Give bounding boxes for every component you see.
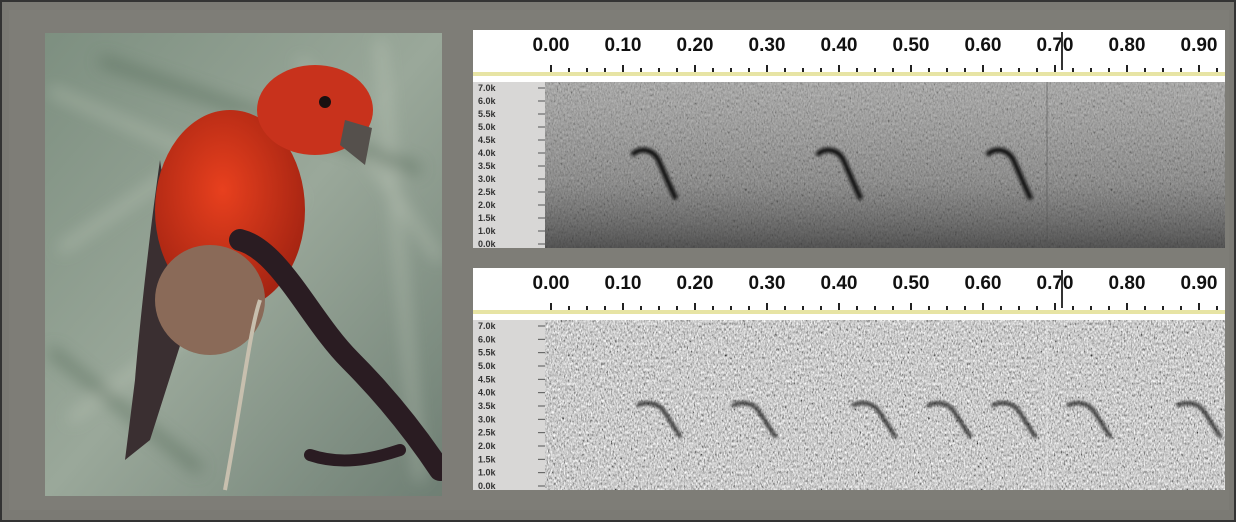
frequency-label: 3.5k <box>478 161 497 171</box>
frequency-label: 1.5k <box>478 454 497 464</box>
time-label: 0.10 <box>605 273 642 294</box>
time-label: 0.40 <box>821 35 858 56</box>
time-label: 0.20 <box>677 273 714 294</box>
separator-gap <box>473 314 1225 320</box>
frequency-label: 4.5k <box>478 374 497 384</box>
frequency-label: 5.0k <box>478 361 497 371</box>
spectrogram-tint <box>545 82 1225 248</box>
frequency-label: 4.0k <box>478 388 497 398</box>
separator <box>473 72 1225 76</box>
time-label: 0.40 <box>821 273 858 294</box>
frequency-label: 2.0k <box>478 441 497 451</box>
frequency-label: 6.0k <box>478 96 497 106</box>
time-label: 0.80 <box>1109 35 1146 56</box>
frequency-label: 0.0k <box>478 481 497 491</box>
frequency-label: 7.0k <box>478 83 497 93</box>
frequency-label: 2.0k <box>478 200 497 210</box>
frequency-label: 6.0k <box>478 334 497 344</box>
time-label: 0.60 <box>965 35 1002 56</box>
frequency-label: 3.0k <box>478 414 497 424</box>
time-label: 0.00 <box>533 35 570 56</box>
spectrogram-panel: 0.00 0.10 0.20 0.30 0.40 0.50 0.60 0.70 0.80 0.90… <box>473 268 1225 491</box>
frequency-label: 3.0k <box>478 174 497 184</box>
frequency-label: 4.5k <box>478 135 497 145</box>
bird-photo <box>45 33 442 496</box>
frequency-label: 2.5k <box>478 187 497 197</box>
time-label: 0.20 <box>677 35 714 56</box>
frequency-label: 1.5k <box>478 213 497 223</box>
frequency-label: 5.5k <box>478 348 497 358</box>
time-label: 0.60 <box>965 273 1002 294</box>
separator <box>473 310 1225 314</box>
frequency-label: 7.0k <box>478 321 497 331</box>
time-label: 0.90 <box>1181 273 1218 294</box>
time-label: 0.30 <box>749 273 786 294</box>
spectrogram-panel: 0.00 0.10 0.20 0.30 0.40 0.50 0.60 0.70 0.80 0.90… <box>473 30 1225 249</box>
frequency-label: 1.0k <box>478 226 497 236</box>
frequency-label: 4.0k <box>478 148 497 158</box>
frequency-label: 5.5k <box>478 109 497 119</box>
spectrogram-shade <box>545 320 1225 490</box>
frequency-label: 1.0k <box>478 468 497 478</box>
frequency-label: 3.5k <box>478 401 497 411</box>
time-label: 0.10 <box>605 35 642 56</box>
separator-gap <box>473 76 1225 82</box>
time-label: 0.90 <box>1181 35 1218 56</box>
time-label: 0.80 <box>1109 273 1146 294</box>
figure: 0.00 0.10 0.20 0.30 0.40 0.50 0.60 0.70 0.80 0.90… <box>0 0 1236 522</box>
frequency-label: 2.5k <box>478 428 497 438</box>
frequency-label: 0.0k <box>478 239 497 249</box>
frequency-label: 5.0k <box>478 122 497 132</box>
time-label: 0.30 <box>749 35 786 56</box>
time-label: 0.50 <box>893 35 930 56</box>
time-label: 0.00 <box>533 273 570 294</box>
time-label: 0.70 <box>1037 273 1074 294</box>
time-label: 0.50 <box>893 273 930 294</box>
time-label: 0.70 <box>1037 35 1074 56</box>
